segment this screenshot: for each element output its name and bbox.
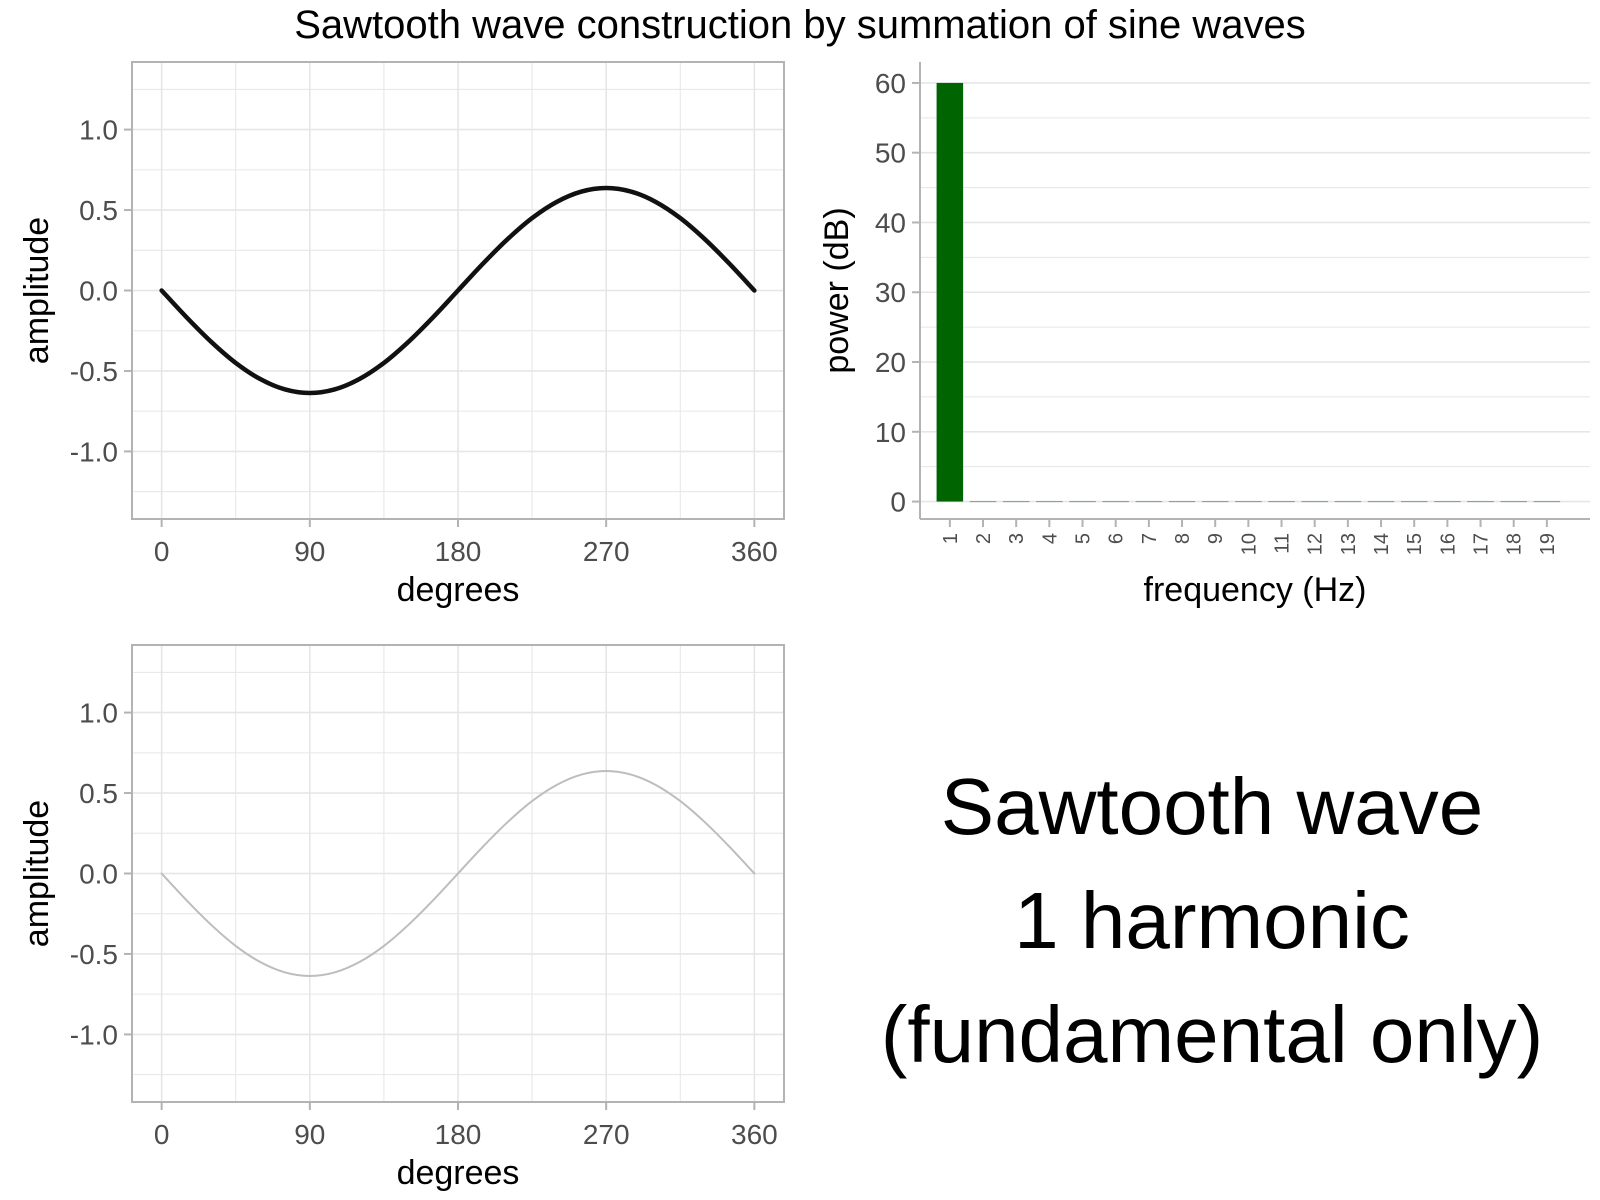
bar-12 [1301, 501, 1328, 503]
x-tick-label: 11 [1272, 533, 1294, 554]
plot-area: 0 90 180 270 360 1.0 0.5 0.0 -0.5 -1.0 degrees ampl… [18, 61, 785, 609]
x-tick-label: 2 [973, 533, 995, 544]
x-tick-label: 18 [1504, 533, 1526, 555]
y-tick-label: -0.5 [70, 356, 118, 387]
y-axis-title: amplitude [18, 217, 56, 364]
y-tick-label: 60 [875, 68, 906, 99]
x-tick-label: 180 [435, 536, 482, 567]
plot-area: 0 90 180 270 360 1.0 0.5 0.0 -0.5 -1.0 degrees ampl… [18, 644, 785, 1192]
bar-11 [1268, 501, 1295, 503]
annotation-line-3: (fundamental only) [880, 990, 1544, 1079]
y-tick-label: 0.5 [79, 195, 118, 226]
x-tick-label: 16 [1437, 533, 1459, 555]
y-tick-label: -0.5 [70, 939, 118, 970]
x-tick-label: 14 [1371, 533, 1393, 555]
annotation-text: Sawtooth wave 1 harmonic (fundamental on… [862, 750, 1562, 1092]
bar-8 [1168, 501, 1196, 503]
x-tick-label: 19 [1537, 533, 1559, 555]
x-tick-label: 4 [1039, 533, 1061, 544]
y-axis-title: power (dB) [818, 207, 856, 373]
bar-13 [1334, 501, 1362, 503]
x-tick-label: 13 [1338, 533, 1360, 555]
series-line [159, 185, 757, 396]
x-tick-label: 15 [1404, 533, 1426, 555]
bar-16 [1434, 501, 1461, 503]
series-line [160, 769, 756, 978]
x-tick-label: 90 [294, 1119, 325, 1150]
bar-6 [1102, 501, 1129, 503]
bar-14 [1367, 501, 1395, 503]
y-tick-label: -1.0 [70, 436, 118, 467]
bar-2 [969, 501, 997, 503]
figure-title: Sawtooth wave construction by summation … [294, 3, 1306, 47]
x-tick-label: 12 [1305, 533, 1327, 555]
y-tick-label: 10 [875, 417, 906, 448]
bar-7 [1135, 501, 1163, 503]
bar-1 [936, 82, 964, 502]
bar-9 [1201, 501, 1229, 503]
x-tick-label: 8 [1172, 533, 1194, 544]
x-tick-label: 360 [731, 1119, 778, 1150]
x-tick-label: 0 [154, 536, 170, 567]
bar-3 [1002, 501, 1030, 503]
bar-4 [1036, 501, 1063, 503]
y-tick-label: 30 [875, 277, 906, 308]
y-axis-title: amplitude [18, 800, 56, 947]
x-tick-label: 10 [1238, 533, 1260, 555]
x-tick-label: 3 [1006, 533, 1028, 544]
y-tick-label: -1.0 [70, 1019, 118, 1050]
x-tick-label: 270 [583, 1119, 630, 1150]
x-tick-label: 270 [583, 536, 630, 567]
y-tick-label: 1.0 [79, 698, 118, 729]
y-tick-label: 0.0 [79, 859, 118, 890]
bar-5 [1069, 501, 1096, 503]
x-axis-title: degrees [397, 571, 520, 609]
x-tick-label: 180 [435, 1119, 482, 1150]
y-tick-label: 0.0 [79, 276, 118, 307]
bar-18 [1500, 501, 1527, 503]
x-tick-label: 0 [154, 1119, 170, 1150]
annotation-line-2: 1 harmonic [1014, 876, 1410, 965]
x-axis-title: degrees [397, 1154, 520, 1192]
bar-17 [1467, 501, 1494, 503]
y-tick-label: 40 [875, 207, 906, 238]
x-tick-label: 7 [1139, 533, 1161, 544]
x-axis-title: frequency (Hz) [1144, 571, 1367, 609]
y-tick-label: 0.5 [79, 778, 118, 809]
bar-10 [1235, 501, 1262, 503]
x-tick-label: 360 [731, 536, 778, 567]
x-tick-label: 6 [1106, 533, 1128, 544]
x-tick-label: 1 [940, 533, 962, 544]
y-tick-label: 20 [875, 347, 906, 378]
x-tick-label: 9 [1205, 533, 1227, 544]
x-tick-label: 17 [1471, 533, 1493, 555]
x-tick-label: 90 [294, 536, 325, 567]
bar-15 [1400, 501, 1428, 503]
annotation-line-1: Sawtooth wave [940, 762, 1484, 851]
y-tick-label: 50 [875, 138, 906, 169]
y-tick-label: 0 [890, 487, 906, 518]
x-tick-label: 5 [1073, 533, 1095, 544]
bar-19 [1533, 501, 1561, 503]
y-tick-label: 1.0 [79, 115, 118, 146]
